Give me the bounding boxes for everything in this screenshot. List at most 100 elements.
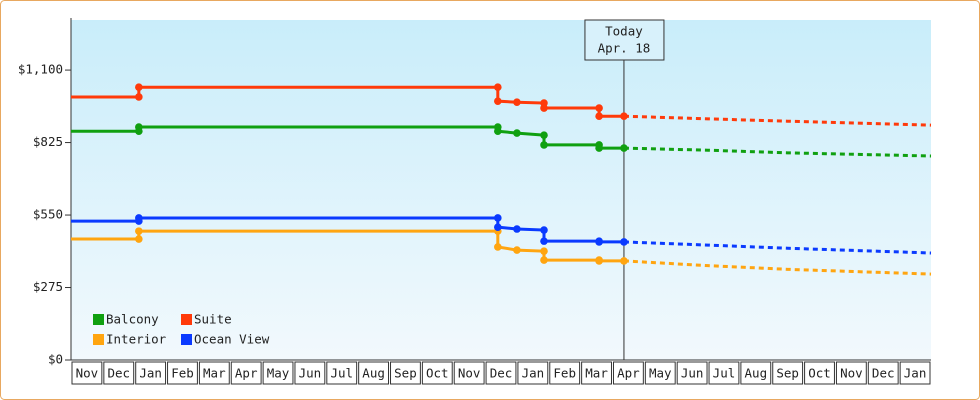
- month-box: [485, 361, 517, 385]
- y-tick-label: $550: [33, 207, 63, 222]
- forecast-line: [623, 259, 932, 276]
- x-tick-label: Mar: [203, 366, 226, 381]
- price-point: [540, 141, 548, 149]
- legend-swatch: [93, 314, 104, 325]
- price-point: [494, 243, 502, 251]
- month-box: [326, 361, 358, 385]
- month-box: [390, 361, 421, 385]
- month-box: [867, 361, 899, 385]
- month-box: [294, 361, 326, 385]
- x-tick-label: Oct: [808, 366, 831, 381]
- month-box: [262, 361, 294, 385]
- price-point: [620, 257, 628, 265]
- month-box: [549, 361, 581, 385]
- x-tick-label: Jun: [681, 366, 704, 381]
- x-tick-label: Feb: [171, 366, 194, 381]
- x-tick-label: Apr: [235, 366, 258, 381]
- x-tick-label: Nov: [840, 366, 863, 381]
- x-tick-label: Apr: [617, 366, 640, 381]
- y-tick-label: $275: [33, 279, 63, 294]
- month-box: [740, 361, 772, 385]
- price-point: [513, 225, 521, 233]
- legend-swatch: [93, 334, 104, 345]
- price-point: [513, 129, 521, 137]
- price-point: [494, 223, 502, 231]
- x-tick-label: Nov: [76, 366, 99, 381]
- y-tick-label: $1,100: [18, 62, 63, 77]
- x-tick-label: May: [649, 366, 672, 381]
- price-point: [494, 83, 502, 92]
- today-label: Today: [605, 24, 643, 39]
- month-box: [71, 361, 103, 385]
- price-point: [595, 112, 603, 121]
- month-box: [453, 361, 485, 385]
- x-tick-label: Jul: [713, 366, 736, 381]
- price-point: [595, 238, 603, 246]
- price-point: [135, 93, 143, 101]
- price-point: [135, 235, 143, 243]
- price-point: [540, 256, 548, 264]
- today-box: [584, 19, 665, 61]
- legend-label: Interior: [106, 332, 167, 347]
- x-tick-label: Jul: [330, 366, 353, 381]
- legend-label: Balcony: [106, 312, 159, 327]
- price-point: [513, 246, 521, 254]
- month-box: [708, 361, 740, 385]
- month-box: [899, 361, 931, 385]
- month-box: [198, 361, 230, 385]
- price-point: [135, 214, 143, 222]
- month-box: [135, 361, 167, 385]
- month-box: [804, 361, 835, 385]
- month-box: [612, 361, 644, 385]
- x-tick-label: Sep: [776, 366, 799, 381]
- price-point: [135, 227, 143, 235]
- month-box: [358, 361, 390, 385]
- forecast-line: [623, 240, 932, 255]
- price-point: [494, 97, 502, 105]
- month-box: [421, 361, 453, 385]
- month-box: [103, 361, 135, 385]
- legend-label: Suite: [194, 312, 232, 327]
- legend-label: Ocean View: [194, 332, 270, 347]
- forecast-line: [623, 146, 932, 158]
- x-tick-label: Jan: [904, 366, 927, 381]
- x-tick-label: Jan: [139, 366, 162, 381]
- month-box: [676, 361, 708, 385]
- x-tick-label: Mar: [585, 366, 608, 381]
- price-point: [135, 123, 143, 131]
- today-date: Apr. 18: [598, 41, 651, 56]
- x-tick-label: Jun: [299, 366, 322, 381]
- price-point: [595, 104, 603, 112]
- price-point: [595, 144, 603, 152]
- x-tick-label: Dec: [490, 366, 513, 381]
- forecast-line: [623, 114, 932, 127]
- x-tick-label: Nov: [458, 366, 481, 381]
- x-tick-label: Feb: [553, 366, 576, 381]
- x-tick-label: May: [267, 366, 290, 381]
- month-box: [835, 361, 867, 385]
- month-box: [230, 361, 262, 385]
- price-point: [540, 226, 548, 234]
- y-tick-label: $0: [48, 352, 63, 367]
- month-box: [517, 361, 549, 385]
- price-point: [494, 214, 502, 222]
- month-box: [772, 361, 804, 385]
- price-point: [540, 247, 548, 255]
- x-tick-label: Aug: [745, 366, 768, 381]
- price-point: [540, 237, 548, 245]
- x-tick-label: Sep: [394, 366, 417, 381]
- price-point: [620, 238, 628, 246]
- x-tick-label: Dec: [872, 366, 895, 381]
- month-box: [644, 361, 676, 385]
- month-box: [581, 361, 612, 385]
- x-tick-label: Jan: [522, 366, 545, 381]
- legend-swatch: [181, 314, 192, 325]
- month-box: [167, 361, 198, 385]
- legend-swatch: [181, 334, 192, 345]
- price-point: [513, 98, 521, 107]
- price-point: [595, 257, 603, 265]
- price-point: [135, 83, 143, 92]
- x-tick-label: Dec: [107, 366, 130, 381]
- price-point: [620, 144, 628, 152]
- price-point: [540, 131, 548, 139]
